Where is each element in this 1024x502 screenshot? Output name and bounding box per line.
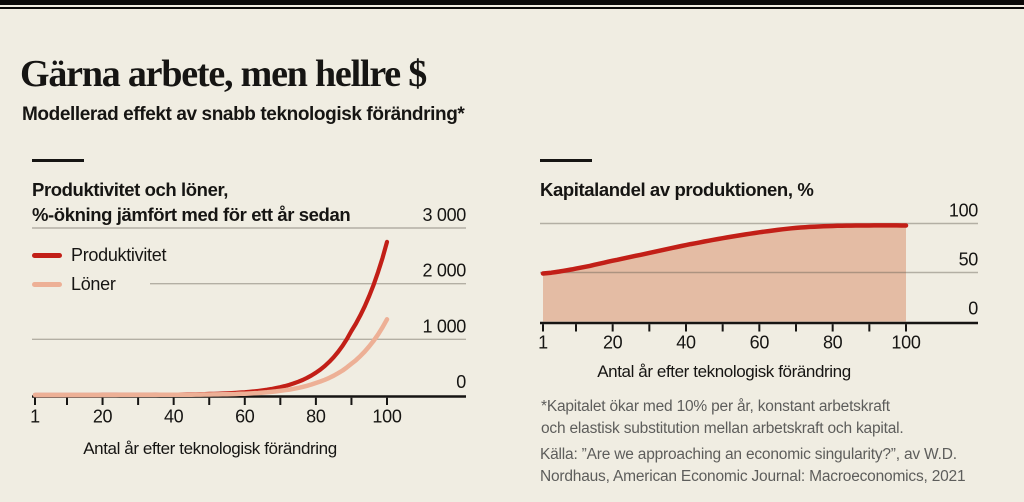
page-title: Gärna arbete, men hellre $ bbox=[20, 53, 427, 95]
legend-item: Produktivitet bbox=[32, 241, 166, 270]
y-tick-label: 100 bbox=[949, 201, 978, 221]
x-axis-title-right: Antal år efter teknologisk förändring bbox=[597, 362, 851, 381]
source-line-1: Källa: ”Are we approaching an economic s… bbox=[540, 446, 957, 463]
source-note: Källa: ”Are we approaching an economic s… bbox=[540, 444, 966, 487]
top-rule-thick bbox=[0, 0, 1024, 5]
x-tick-label: 40 bbox=[164, 407, 184, 427]
chart-title-line-2: %-ökning jämfört med för ett år sedan bbox=[32, 204, 351, 225]
chart-title-line-1: Produktivitet och löner, bbox=[32, 179, 228, 200]
series-line-kapitalandel bbox=[540, 223, 909, 276]
y-tick-label: 0 bbox=[968, 299, 978, 319]
y-tick-label: 50 bbox=[959, 250, 979, 270]
x-tick-label: 100 bbox=[891, 333, 920, 353]
legend-swatch bbox=[32, 253, 62, 258]
source-line-2: Nordhaus, American Economic Journal: Mac… bbox=[540, 467, 966, 485]
chart-title-productivity-wages: Produktivitet och löner, %-ökning jämför… bbox=[32, 177, 351, 227]
page-subtitle: Modellerad effekt av snabb teknologisk f… bbox=[22, 104, 465, 125]
panel-dash-right bbox=[540, 159, 592, 162]
y-tick-label: 0 bbox=[456, 372, 466, 392]
panel-dash-left bbox=[32, 159, 84, 162]
x-tick-label: 20 bbox=[603, 333, 623, 353]
x-tick-label: 80 bbox=[823, 333, 843, 353]
legend-label: Produktivitet bbox=[71, 245, 167, 265]
x-tick-label: 20 bbox=[93, 407, 113, 427]
x-tick-label: 80 bbox=[306, 407, 326, 427]
area-fill bbox=[543, 225, 906, 322]
x-tick-label: 1 bbox=[30, 407, 40, 427]
footnote-line-1: *Kapitalet ökar med 10% per år, konstant… bbox=[541, 398, 890, 415]
x-tick-label: 1 bbox=[538, 333, 548, 353]
y-tick-label: 2 000 bbox=[422, 261, 466, 281]
legend-label: Löner bbox=[71, 274, 116, 294]
legend-swatch bbox=[32, 282, 62, 287]
x-axis-title-left: Antal år efter teknologisk förändring bbox=[83, 439, 337, 458]
x-tick-label: 40 bbox=[676, 333, 696, 353]
legend: Produktivitet Löner bbox=[32, 241, 166, 299]
x-tick-label: 100 bbox=[372, 407, 401, 427]
productivity-wages-chart: 0 1 000 2 000 3 000 1 20 40 60 80 100 bbox=[30, 205, 466, 427]
series-line-löner bbox=[32, 317, 390, 398]
top-rule-thin bbox=[0, 7, 1024, 9]
footnote: *Kapitalet ökar med 10% per år, konstant… bbox=[541, 396, 904, 439]
series-line-produktivitet bbox=[32, 239, 390, 398]
capital-share-chart: 0 50 100 1 20 40 60 80 100 bbox=[538, 201, 979, 353]
chart-title-capital-share: Kapitalandel av produktionen, % bbox=[540, 179, 814, 200]
y-tick-label: 1 000 bbox=[422, 316, 466, 336]
y-tick-label: 3 000 bbox=[422, 205, 466, 225]
x-tick-label: 60 bbox=[750, 333, 770, 353]
legend-item: Löner bbox=[32, 270, 166, 299]
x-tick-label: 60 bbox=[235, 407, 255, 427]
footnote-line-2: och elastisk substitution mellan arbetsk… bbox=[541, 419, 904, 437]
